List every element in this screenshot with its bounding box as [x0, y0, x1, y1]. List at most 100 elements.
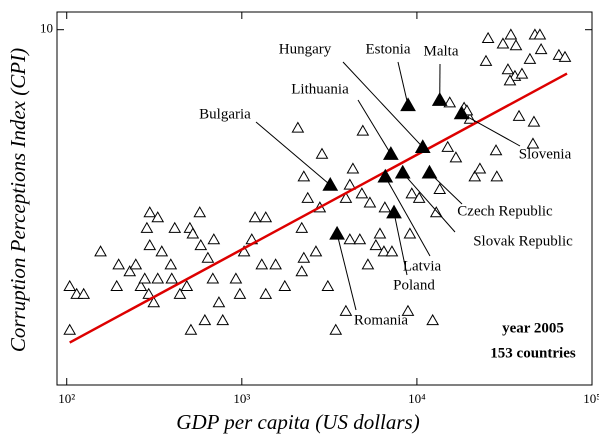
country-point	[361, 258, 375, 270]
country-label: Estonia	[366, 41, 411, 57]
country-point	[259, 287, 273, 299]
country-point	[229, 272, 243, 284]
country-point	[198, 313, 212, 326]
highlighted-point	[431, 92, 448, 106]
country-point	[180, 279, 194, 292]
country-point	[315, 147, 329, 159]
country-point	[515, 67, 529, 79]
country-point	[473, 162, 487, 174]
country-point	[194, 239, 208, 251]
annotation-arrow	[255, 121, 331, 186]
country-point	[259, 211, 273, 223]
country-point	[353, 233, 367, 245]
country-point	[255, 258, 269, 270]
country-point	[503, 74, 517, 86]
country-point	[356, 124, 370, 136]
country-point	[509, 39, 523, 51]
country-point	[301, 191, 315, 203]
country-point	[297, 170, 311, 182]
country-label: Lithuania	[291, 81, 349, 97]
country-point	[558, 50, 572, 62]
annotation-arrow	[357, 99, 392, 155]
country-point	[295, 221, 309, 233]
country-point	[184, 323, 198, 335]
country-point	[173, 287, 187, 299]
country-point	[433, 182, 447, 194]
country-point	[63, 279, 77, 292]
country-point	[151, 211, 165, 223]
country-point	[143, 206, 157, 218]
country-label: Slovenia	[519, 146, 572, 162]
highlighted-point	[421, 164, 438, 179]
country-point	[94, 245, 107, 257]
country-point	[212, 296, 226, 308]
country-point	[216, 313, 230, 326]
highlighted-point	[383, 146, 399, 160]
country-point	[112, 258, 126, 270]
country-point	[373, 227, 387, 239]
country-point	[248, 211, 262, 223]
x-axis-label: GDP per capita (US dollars)	[176, 410, 419, 434]
highlighted-point	[400, 97, 416, 112]
country-point	[479, 54, 493, 66]
country-point	[295, 265, 309, 277]
country-point	[134, 279, 148, 292]
country-point	[496, 37, 510, 49]
country-point	[339, 191, 353, 203]
highlighted-point	[414, 139, 431, 153]
country-point	[129, 258, 143, 270]
country-point	[309, 245, 323, 257]
country-point	[363, 196, 377, 208]
country-point	[443, 96, 457, 108]
country-label: Hungary	[279, 41, 332, 57]
annotation-arrow	[336, 233, 357, 311]
annotation: 153 countries	[490, 345, 576, 361]
country-point	[504, 28, 518, 40]
x-tick-label: 10⁵	[583, 391, 599, 406]
country-label: Malta	[424, 43, 459, 59]
annotation-arrow	[393, 212, 408, 276]
annotation-arrow	[384, 176, 431, 257]
country-point	[343, 233, 357, 245]
country-point	[168, 221, 182, 233]
fit-line	[69, 72, 568, 344]
annotation-arrow	[342, 61, 424, 148]
country-point	[489, 144, 503, 156]
country-point	[523, 52, 537, 64]
country-label: Bulgaria	[199, 106, 251, 122]
country-point	[151, 272, 165, 284]
country-point	[164, 258, 178, 270]
country-point	[143, 239, 157, 251]
country-point	[321, 279, 335, 292]
country-point	[481, 31, 495, 44]
country-point	[378, 201, 392, 213]
country-point	[343, 178, 357, 190]
country-point	[278, 279, 292, 292]
country-point	[207, 233, 221, 245]
country-point	[403, 227, 417, 239]
annotation-arrow	[397, 61, 409, 106]
highlighted-point	[377, 168, 394, 183]
country-point	[377, 245, 391, 257]
country-point	[412, 191, 426, 203]
country-point	[512, 109, 526, 121]
y-axis-label: Corruption Perceptions Index (CPI)	[6, 48, 30, 352]
x-tick-label: 10²	[58, 391, 75, 406]
country-point	[233, 287, 247, 299]
country-point	[201, 251, 215, 263]
country-point	[534, 42, 548, 55]
highlighted-point	[394, 164, 411, 179]
country-point	[193, 206, 207, 218]
country-point	[138, 272, 152, 284]
country-point	[501, 63, 515, 75]
country-point	[297, 251, 311, 263]
x-tick-label: 10⁴	[408, 391, 426, 406]
country-point	[405, 187, 419, 199]
x-tick-label: 10³	[233, 391, 250, 406]
highlighted-point	[329, 225, 345, 240]
country-point	[140, 221, 154, 233]
country-label: Czech Republic	[457, 203, 553, 219]
country-point	[155, 245, 169, 257]
country-point	[269, 258, 282, 270]
